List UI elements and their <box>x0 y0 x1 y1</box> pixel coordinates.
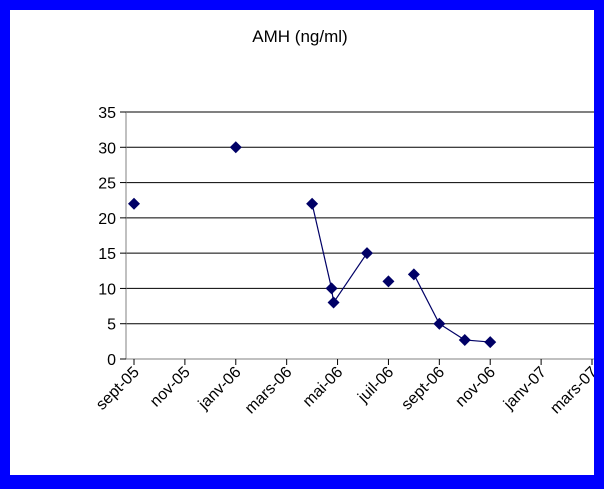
x-tick-label: nov-05 <box>147 364 194 411</box>
y-axis-ticks: 0 5 10 15 20 25 30 35 <box>98 105 126 369</box>
y-tick-label: 20 <box>98 211 116 228</box>
y-tick-label: 10 <box>98 281 116 298</box>
x-tick-label: janv-06 <box>195 364 245 414</box>
data-point-diamond <box>484 336 497 349</box>
data-point-diamond <box>327 296 340 309</box>
x-tick-label: janv-07 <box>500 364 550 414</box>
x-tick-label: nov-06 <box>452 364 499 411</box>
data-point-diamond <box>229 141 242 154</box>
data-point-diamond <box>306 197 319 210</box>
x-tick-label: sept-06 <box>398 364 448 414</box>
x-tick-label: juil-06 <box>354 364 397 407</box>
y-tick-label: 5 <box>107 317 116 334</box>
y-tick-label: 15 <box>98 246 116 263</box>
data-point-diamond <box>433 317 446 330</box>
x-tick-label: sept-05 <box>93 364 143 414</box>
series-line-segment <box>333 252 368 303</box>
data-point-diamond <box>128 197 140 210</box>
y-tick-label: 30 <box>98 140 116 157</box>
data-point-diamond <box>407 268 420 281</box>
data-point-diamond <box>361 247 373 260</box>
data-point-diamond <box>382 275 395 288</box>
series-line-segment <box>413 274 440 324</box>
y-tick-label: 25 <box>98 176 116 193</box>
chart-frame: AMH (ng/ml) 0 5 10 15 20 25 30 35 sept-05 nov-05… <box>10 10 594 475</box>
x-tick-label: mai-06 <box>300 364 347 411</box>
data-point-diamond <box>458 333 471 346</box>
x-tick-label: mars-07 <box>547 364 594 418</box>
grid-lines <box>126 111 594 325</box>
y-tick-label: 0 <box>107 352 116 369</box>
data-point-diamond <box>325 282 338 295</box>
amh-chart: AMH (ng/ml) 0 5 10 15 20 25 30 35 sept-05 nov-05… <box>93 27 594 417</box>
series-line-segment <box>439 323 466 341</box>
y-tick-label: 35 <box>98 105 116 122</box>
series-points <box>128 141 497 349</box>
series-line-segment <box>311 203 333 289</box>
series-lines <box>311 203 491 343</box>
axes <box>125 112 594 360</box>
chart-title: AMH (ng/ml) <box>252 27 347 46</box>
x-tick-label: mars-06 <box>242 364 296 418</box>
